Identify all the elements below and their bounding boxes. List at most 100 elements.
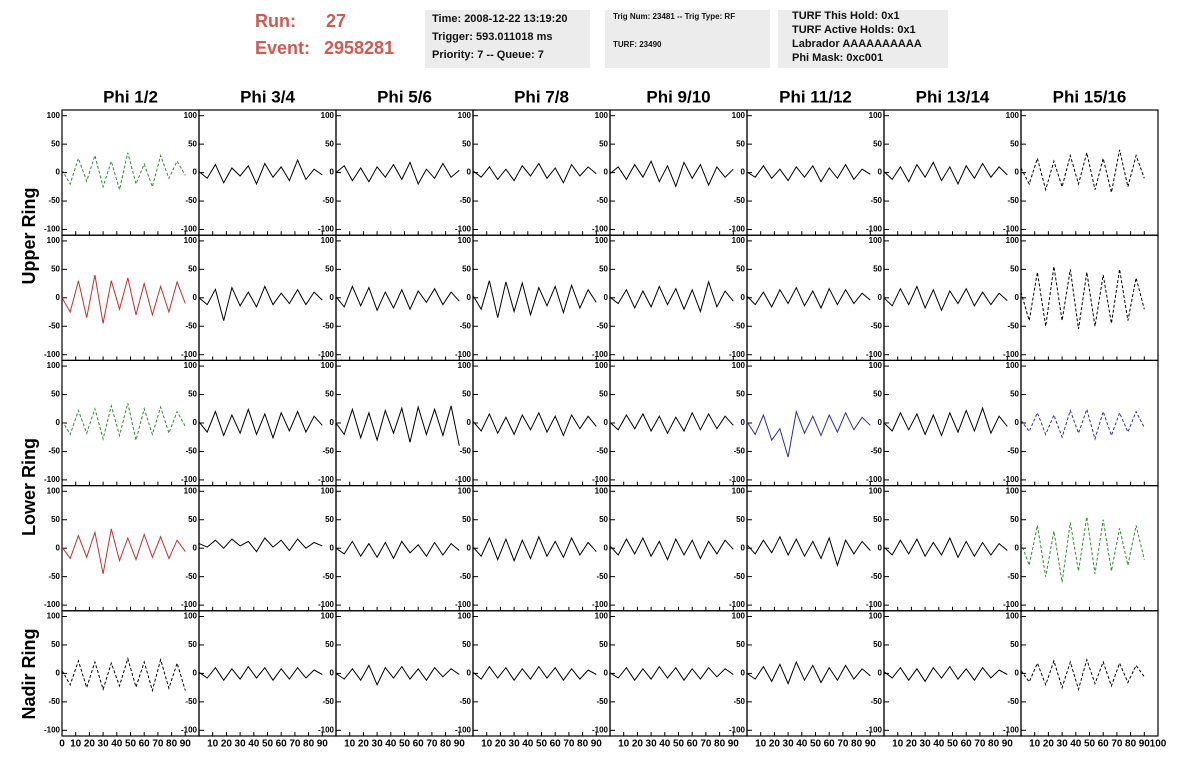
y-tick-label: 0 <box>1015 168 1020 177</box>
y-tick-label: 100 <box>869 111 883 120</box>
x-tick-label: 80 <box>851 739 863 750</box>
x-tick-label: 50 <box>947 739 959 750</box>
y-tick-label: 100 <box>184 361 198 370</box>
run-label: Run: <box>255 11 296 31</box>
y-tick-label: 0 <box>604 669 609 678</box>
waveform <box>472 665 597 682</box>
x-tick-label: 10 <box>892 739 904 750</box>
waveform <box>609 665 734 682</box>
x-tick-label: 90 <box>728 739 740 750</box>
y-tick-label: -100 <box>592 225 609 234</box>
panel-frame <box>335 109 474 236</box>
x-tick-label: 40 <box>111 739 123 750</box>
info-text: Time: 2008-12-22 13:19:20 <box>432 13 568 25</box>
y-tick-label: -100 <box>318 600 335 609</box>
y-tick-label: 50 <box>599 515 608 524</box>
y-tick-label: -100 <box>592 725 609 734</box>
y-tick-label: 100 <box>321 612 335 621</box>
y-tick-label: 50 <box>736 640 745 649</box>
y-tick-label: -50 <box>733 321 745 330</box>
waveform <box>472 535 597 563</box>
info-text: TURF: 23490 <box>613 40 662 49</box>
y-tick-label: 100 <box>595 612 609 621</box>
y-tick-label: -50 <box>322 447 334 456</box>
y-tick-label: -50 <box>733 447 745 456</box>
y-tick-label: 50 <box>1010 264 1019 273</box>
y-tick-label: 100 <box>47 111 61 120</box>
x-tick-label: 30 <box>1057 739 1069 750</box>
panel-frame <box>1020 109 1159 236</box>
y-tick-label: 50 <box>736 390 745 399</box>
y-tick-label: 50 <box>51 139 60 148</box>
y-tick-label: 100 <box>1006 236 1020 245</box>
y-tick-label: 100 <box>1006 111 1020 120</box>
waveform <box>198 158 323 186</box>
waveform <box>746 409 871 458</box>
y-tick-label: 50 <box>873 139 882 148</box>
y-tick-label: -100 <box>318 475 335 484</box>
y-tick-label: -50 <box>596 196 608 205</box>
waveform <box>1020 516 1145 583</box>
y-tick-label: 50 <box>599 264 608 273</box>
y-tick-label: -100 <box>455 725 472 734</box>
x-tick-label: 10 <box>207 739 219 750</box>
waveform <box>746 163 871 183</box>
y-tick-label: 100 <box>47 361 61 370</box>
y-tick-label: -100 <box>1003 225 1020 234</box>
y-tick-label: -50 <box>48 196 60 205</box>
x-tick-label: 30 <box>98 739 110 750</box>
x-tick-label: 90 <box>317 739 329 750</box>
y-tick-label: -50 <box>1007 196 1019 205</box>
y-tick-label: -50 <box>185 321 197 330</box>
y-tick-label: -50 <box>48 697 60 706</box>
waveform <box>883 406 1008 437</box>
y-tick-label: 100 <box>732 236 746 245</box>
waveform <box>746 286 871 310</box>
y-tick-label: 50 <box>736 515 745 524</box>
y-tick-label: 50 <box>325 264 334 273</box>
y-tick-label: 50 <box>873 264 882 273</box>
panel-frame <box>61 109 200 236</box>
y-tick-label: -100 <box>44 350 61 359</box>
x-tick-label: 80 <box>303 739 315 750</box>
waveform <box>609 159 734 188</box>
waveform <box>198 537 323 553</box>
y-tick-label: -100 <box>455 225 472 234</box>
y-tick-label: -50 <box>596 447 608 456</box>
y-tick-label: 50 <box>1010 390 1019 399</box>
y-tick-label: 0 <box>1015 669 1020 678</box>
y-tick-label: 50 <box>188 515 197 524</box>
y-tick-label: -100 <box>866 225 883 234</box>
y-tick-label: -50 <box>459 572 471 581</box>
panel-frame <box>198 234 337 361</box>
x-tick-label: 10 <box>481 739 493 750</box>
y-tick-label: -50 <box>596 321 608 330</box>
panel-frame <box>61 359 200 487</box>
ring-label: Nadir Ring <box>19 628 39 719</box>
y-tick-label: 0 <box>330 418 335 427</box>
x-tick-label: 50 <box>810 739 822 750</box>
y-tick-label: -50 <box>870 321 882 330</box>
y-tick-label: 50 <box>51 515 60 524</box>
waveform <box>472 280 597 318</box>
y-tick-label: 100 <box>458 612 472 621</box>
x-tick-label: 20 <box>358 739 370 750</box>
x-tick-label: 60 <box>1098 739 1110 750</box>
panel-frame <box>61 485 200 612</box>
waveform <box>61 656 186 693</box>
y-tick-label: 100 <box>458 486 472 495</box>
y-tick-label: -100 <box>181 350 198 359</box>
y-tick-label: -50 <box>459 321 471 330</box>
x-tick-label: 10 <box>755 739 767 750</box>
y-tick-label: 50 <box>325 515 334 524</box>
x-tick-label: 20 <box>221 739 233 750</box>
info-text: Labrador AAAAAAAAAA <box>792 38 922 50</box>
panel-frame <box>61 610 200 737</box>
x-tick-label: 30 <box>509 739 521 750</box>
y-tick-label: -100 <box>729 475 746 484</box>
y-tick-label: 50 <box>462 515 471 524</box>
y-tick-label: -100 <box>1003 725 1020 734</box>
column-title: Phi 15/16 <box>1053 87 1127 106</box>
y-tick-label: 50 <box>462 139 471 148</box>
x-tick-label: 10 <box>1029 739 1041 750</box>
